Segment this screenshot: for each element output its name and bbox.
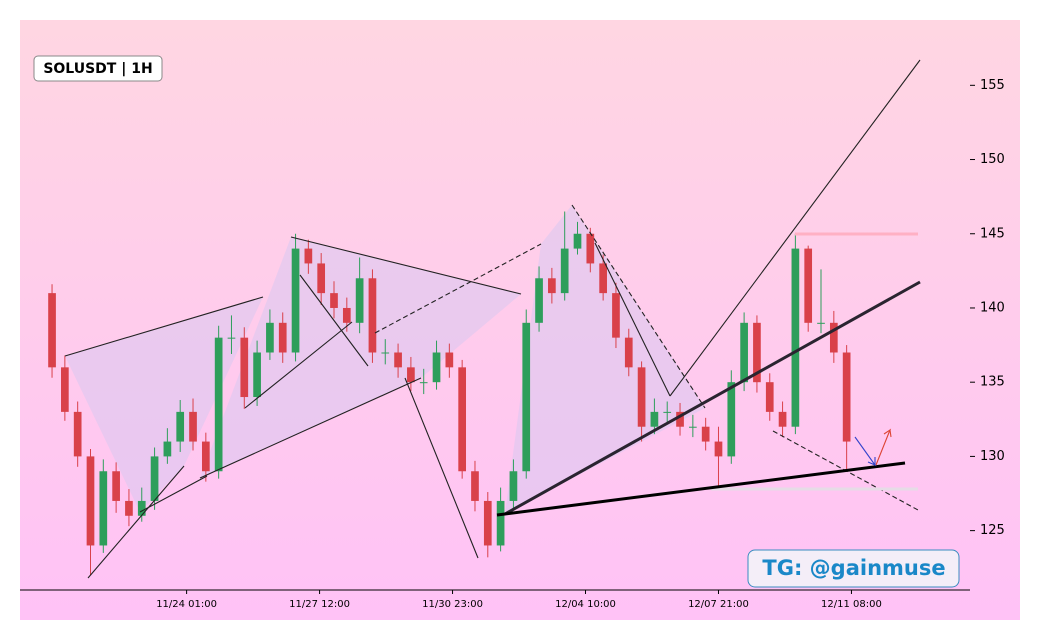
x-tick-label: 11/30 23:00 (422, 599, 483, 610)
y-tick-label: 140 (980, 300, 1005, 315)
y-tick-label: 150 (980, 152, 1005, 167)
chart-title: SOLUSDT | 1H (43, 61, 152, 77)
candle-body (586, 233, 595, 264)
candle-body (330, 293, 338, 308)
candle-body (535, 278, 543, 323)
candle-body (150, 456, 159, 501)
watermark-box: TG: @gainmuse (747, 549, 960, 588)
candle-body (189, 411, 197, 442)
candle-body (432, 352, 441, 383)
candle-body (163, 441, 172, 457)
candle-body (458, 367, 467, 472)
candle-body (701, 426, 710, 442)
x-tick-label: 12/04 10:00 (555, 599, 616, 610)
candle-body (573, 233, 582, 249)
pattern-lines (64, 59, 921, 579)
watermark: TG: @gainmuse (762, 556, 945, 580)
candle-body (381, 352, 390, 354)
candle-body (548, 278, 556, 294)
candle-body (496, 500, 505, 546)
candle-body (368, 278, 377, 353)
candle-body (407, 367, 415, 383)
y-tick-label: 135 (980, 375, 1005, 390)
candle-body (612, 293, 620, 338)
candle-body (394, 352, 402, 368)
candle-body (765, 382, 774, 412)
y-tick-label: 155 (980, 78, 1005, 93)
candle-body (291, 248, 300, 353)
candle-body (676, 411, 684, 427)
candle-body (791, 248, 800, 427)
candle-body (650, 411, 659, 427)
candle-body (112, 471, 120, 501)
y-tick-label: 145 (980, 226, 1005, 241)
candle-body (817, 322, 825, 324)
candle-body (137, 500, 146, 516)
candle-body (342, 307, 351, 323)
candle-body (73, 411, 82, 457)
x-tick-label: 11/24 01:00 (156, 599, 217, 610)
y-tick-label: 125 (980, 523, 1005, 538)
candle-body (240, 337, 249, 398)
candle-body (560, 248, 569, 294)
candle-body (201, 441, 210, 472)
x-tick-label: 11/27 12:00 (289, 599, 350, 610)
x-tick-label: 12/07 21:00 (688, 599, 749, 610)
plot-background (20, 20, 1020, 620)
candle-body (663, 411, 672, 413)
candle-body (829, 322, 838, 353)
candle-body (471, 471, 479, 501)
candle-body (214, 337, 223, 472)
candle-body (624, 337, 633, 368)
candle-body (304, 248, 313, 264)
candle-body (227, 337, 236, 339)
x-tick-label: 12/11 08:00 (821, 599, 882, 610)
candle-body (689, 426, 697, 428)
candle-body (842, 352, 851, 442)
candle-body (253, 352, 261, 398)
candle-body (125, 500, 133, 516)
candle-body (727, 382, 736, 457)
candle-body (317, 263, 326, 294)
candle-body (61, 367, 69, 412)
candle-body (522, 322, 531, 472)
candle-body (714, 441, 723, 457)
candle-body (509, 471, 518, 501)
candle-body (266, 322, 274, 353)
candle-body (48, 293, 56, 368)
candle-body (355, 278, 364, 323)
candle-body (599, 263, 607, 294)
candle-body (86, 456, 95, 546)
y-tick-label: 130 (980, 449, 1005, 464)
candle-body (99, 471, 108, 546)
candle-body (445, 352, 454, 368)
candle-body (753, 322, 761, 383)
candle-body (176, 411, 185, 442)
candle-body (637, 367, 646, 427)
candle-body (419, 382, 428, 384)
candle-body (778, 411, 787, 427)
candle-body (278, 322, 287, 353)
candle-body (740, 322, 748, 383)
candle-body (804, 248, 813, 323)
candle-body (483, 500, 492, 546)
title-box: SOLUSDT | 1H (33, 55, 163, 82)
